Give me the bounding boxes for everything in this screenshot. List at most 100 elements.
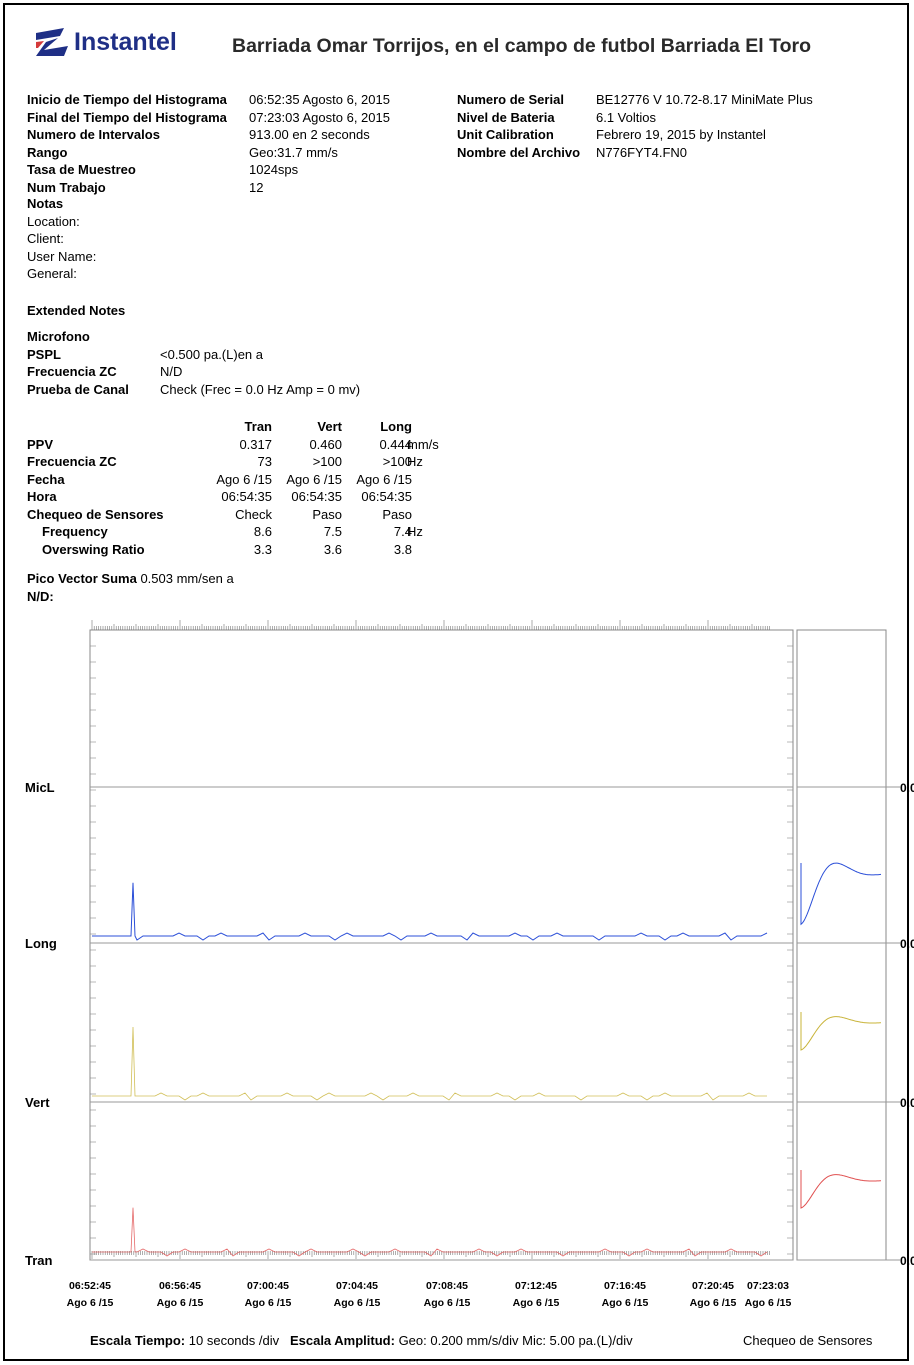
microfono-section: Microfono PSPL <0.500 pa.(L)en a Frecuen… (27, 328, 360, 398)
sensor-unit: mm/s (407, 436, 439, 452)
pspl-label: PSPL (27, 346, 61, 362)
sensor-row-label: Fecha (27, 471, 65, 487)
channel-zero-label: 0.0 (900, 937, 914, 951)
sensor-cell: >100 (382, 454, 412, 469)
channel-zero-label: 0.0 (900, 781, 914, 795)
info-row: Unit Calibration Febrero 19, 2015 by Inst… (457, 126, 766, 144)
sensor-row-label: Overswing Ratio (42, 541, 145, 557)
x-tick-date: Ago 6 /15 (602, 1297, 649, 1309)
info-label: Inicio de Tiempo del Histograma (27, 92, 227, 107)
x-tick-date: Ago 6 /15 (157, 1297, 204, 1309)
x-tick-time: 06:52:45 (69, 1280, 111, 1292)
pvs-section: Pico Vector Suma 0.503 mm/sen a N/D: (27, 570, 234, 605)
info-row: Tasa de Muestreo 1024sps (27, 161, 298, 179)
notes-section: Notas Location: Client: User Name: Gener… (27, 195, 96, 283)
info-value: 913.00 en 2 seconds (249, 127, 370, 142)
sensor-cell: 3.3 (253, 541, 272, 557)
info-value: 6.1 Voltios (596, 109, 656, 125)
sensor-cell: 06:54:35 (291, 489, 342, 504)
info-value: 1024sps (249, 162, 299, 177)
time-scale-value: 10 seconds /div (188, 1333, 280, 1348)
note-line: Location: (27, 213, 80, 229)
sensor-cell: Ago 6 /15 (216, 471, 272, 487)
pvs-nd: N/D: (27, 588, 54, 604)
prueba-canal-value: Check (Frec = 0.0 Hz Amp = 0 mv) (160, 381, 361, 397)
x-tick-time: 07:16:45 (604, 1280, 646, 1292)
info-label: Unit Calibration (457, 127, 554, 142)
info-label: Nombre del Archivo (457, 144, 581, 160)
extended-notes-title: Extended Notes (27, 303, 126, 318)
channel-label-micl: MicL (25, 780, 55, 795)
col-header-long: Long (380, 419, 412, 434)
info-value: N776FYT4.FN0 (596, 144, 688, 160)
sensor-cell: Paso (382, 506, 412, 522)
info-label: Tasa de Muestreo (27, 162, 136, 177)
info-row: Nombre del Archivo N776FYT4.FN0 (457, 144, 687, 162)
info-right: Numero de Serial BE12776 V 10.72-8.17 Min… (457, 91, 813, 162)
note-line: General: (27, 266, 77, 281)
sensor-table: Tran Vert Long PPV 0.317 0.460 0.444 mm/s Fre… (27, 418, 467, 560)
sensor-cell: 7.5 (323, 524, 342, 539)
info-row: Nivel de Bateria 6.1 Voltios (457, 109, 656, 127)
sensor-check-wave-vert (800, 1012, 881, 1051)
x-tick-time: 07:20:45 (692, 1280, 734, 1292)
col-header-tran: Tran (244, 419, 272, 434)
sensor-cell: 8.6 (253, 524, 272, 539)
report-title: Barriada Omar Torrijos, en el campo de f… (232, 35, 811, 57)
plot-frame (89, 629, 794, 1261)
sensor-cell: 3.6 (323, 541, 342, 557)
info-row: Inicio de Tiempo del Histograma 06:52:35 … (27, 91, 390, 109)
sensor-cell: 0.444 (379, 436, 412, 452)
sensor-cell: 06:54:35 (361, 489, 412, 504)
channel-label-tran: Tran (25, 1253, 53, 1268)
sensor-unit: Hz (407, 454, 423, 469)
sensor-cell: Ago 6 /15 (286, 471, 342, 487)
sensor-check-frame (796, 629, 887, 1261)
sensor-row-label: Frequency (42, 524, 108, 539)
info-row: Final del Tiempo del Histograma 07:23:03 … (27, 109, 390, 127)
trace-tran (92, 1207, 768, 1257)
sensor-cell: 7.4 (393, 524, 412, 539)
x-tick-date: Ago 6 /15 (245, 1297, 292, 1309)
instantel-logo: Instantel (34, 28, 177, 62)
info-row: Numero de Intervalos 913.00 en 2 seconds (27, 126, 370, 144)
sensor-unit: Hz (407, 524, 423, 539)
logo-mark-icon (36, 28, 68, 56)
sensor-cell: Paso (312, 506, 342, 522)
info-label: Numero de Intervalos (27, 127, 160, 142)
note-line: User Name: (27, 248, 97, 264)
sensor-row-label: PPV (27, 436, 54, 452)
sensor-check-caption: Chequeo de Sensores (743, 1333, 873, 1348)
x-tick-time: 06:56:45 (159, 1280, 201, 1292)
x-tick-date: Ago 6 /15 (513, 1297, 560, 1309)
pspl-value: <0.500 pa.(L)en a (160, 346, 263, 362)
x-tick-time: 07:12:45 (515, 1280, 557, 1292)
notes-title: Notas (27, 196, 64, 211)
pvs-value: 0.503 mm/sen a (140, 571, 234, 586)
channel-label-long: Long (25, 936, 57, 951)
sensor-cell: Ago 6 /15 (356, 471, 412, 487)
info-value: Geo:31.7 mm/s (249, 144, 338, 160)
info-left: Inicio de Tiempo del Histograma 06:52:35 … (27, 91, 390, 197)
sensor-row-label: Frecuencia ZC (27, 454, 117, 469)
info-label: Final del Tiempo del Histograma (27, 109, 227, 125)
logo-text: Instantel (74, 28, 177, 56)
x-tick-date: Ago 6 /15 (745, 1297, 792, 1309)
frecuencia-zc-value: N/D (160, 364, 183, 379)
sensor-check-wave-tran (800, 1170, 881, 1209)
info-value: 12 (249, 179, 264, 195)
x-tick-date: Ago 6 /15 (334, 1297, 381, 1309)
info-value: 07:23:03 Agosto 6, 2015 (249, 109, 390, 125)
info-row: Num Trabajo 12 (27, 179, 263, 197)
frecuencia-zc-label: Frecuencia ZC (27, 364, 117, 379)
amp-scale-label: Escala Amplitud: (289, 1333, 395, 1348)
sensor-row-label: Hora (27, 489, 57, 504)
footer-scale: Escala Tiempo: 10 seconds /div Escala Am… (90, 1333, 633, 1348)
info-value: BE12776 V 10.72-8.17 MiniMate Plus (596, 92, 813, 107)
sensor-cell: 0.317 (239, 436, 272, 452)
x-tick-time: 07:00:45 (247, 1280, 289, 1292)
sensor-check-wave-long (800, 862, 882, 926)
prueba-canal-label: Prueba de Canal (27, 381, 129, 397)
x-tick-time: 07:08:45 (426, 1280, 468, 1292)
sensor-cell: 73 (257, 454, 272, 469)
